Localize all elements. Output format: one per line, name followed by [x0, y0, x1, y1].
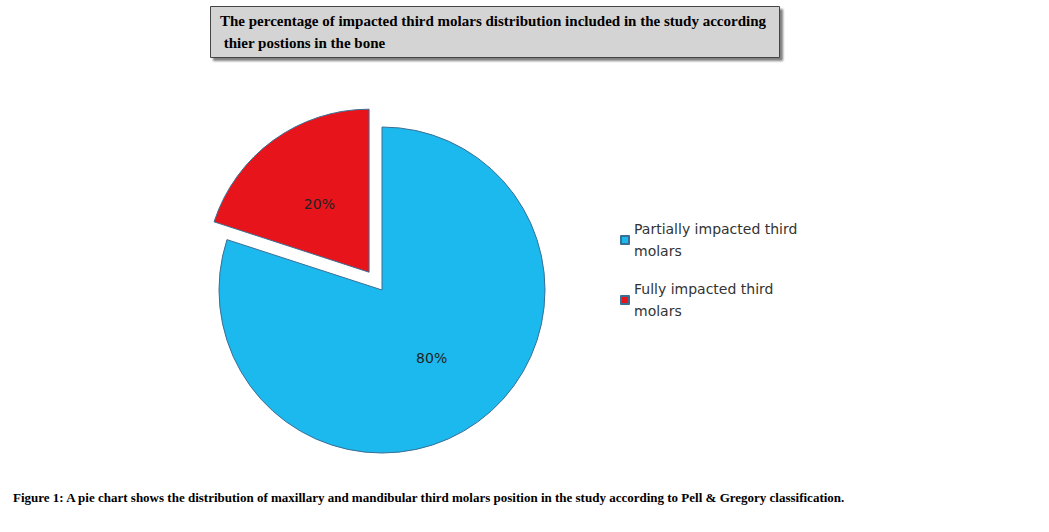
svg-text:molars: molars [634, 243, 682, 259]
svg-text:thier postions in the bone: thier postions in the bone [220, 35, 386, 51]
svg-text:molars: molars [634, 303, 682, 319]
svg-text:80%: 80% [416, 350, 447, 366]
svg-text:Figure 1: A pie chart shows th: Figure 1: A pie chart shows the distribu… [13, 490, 844, 505]
svg-text:The percentage of impacted thi: The percentage of impacted third molars … [220, 13, 766, 29]
svg-text:Fully impacted third: Fully impacted third [634, 281, 778, 297]
svg-text:Partially impacted third: Partially impacted third [634, 221, 802, 237]
svg-text:20%: 20% [304, 196, 335, 212]
